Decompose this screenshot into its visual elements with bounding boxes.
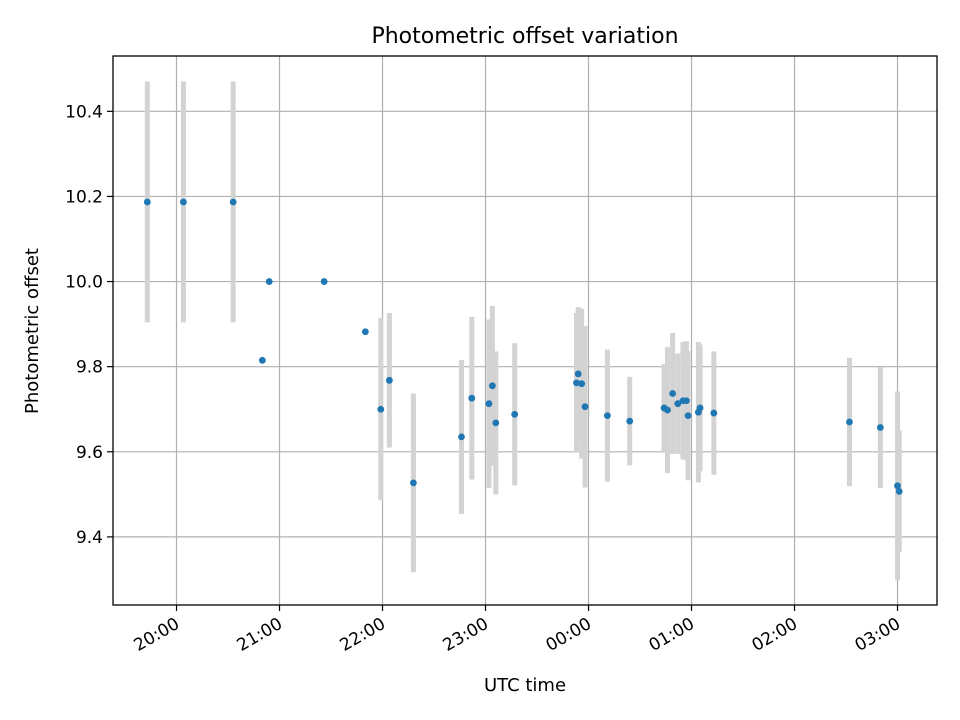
data-point [320,278,328,285]
data-point [710,409,718,417]
y-axis-ticks: 9.4 9.6 9.8 10.0 10.2 10.4 [65,102,113,548]
data-point [664,406,671,414]
data-point [511,410,519,418]
data-point [574,370,582,378]
data-point [581,403,589,411]
data-point [684,412,692,420]
y-tick-label: 9.6 [76,443,103,463]
data-point [485,400,493,408]
data-point [468,394,476,402]
data-point [674,400,682,408]
data-point [696,404,704,412]
data-point [669,390,677,397]
y-tick-label: 10.4 [65,102,103,122]
data-point [492,419,500,427]
point-layer [143,198,903,495]
data-point [895,487,903,495]
data-point [258,356,266,364]
data-point [488,382,496,390]
grid-layer [113,56,937,605]
data-point [179,198,187,206]
data-point [265,278,273,285]
y-tick-label: 9.4 [76,528,103,548]
data-point [385,376,393,384]
data-point [573,379,580,387]
data-point [846,418,853,426]
data-point [626,417,634,425]
y-tick-label: 10.2 [65,187,103,207]
data-point [876,424,884,431]
data-point [682,397,690,405]
data-point [604,412,611,420]
data-point [377,405,385,413]
chart-title: Photometric offset variation [371,24,678,49]
data-point [361,328,369,336]
data-point [229,198,237,206]
y-tick-label: 9.8 [76,358,103,378]
data-point [143,198,151,206]
y-tick-label: 10.0 [65,273,103,293]
plot-frame [112,55,938,606]
data-point [894,482,901,490]
data-point [458,433,465,441]
data-point [578,380,586,388]
data-point [410,479,417,487]
x-axis-label: UTC time [484,675,566,696]
y-axis-label: Photometric offset [22,248,43,414]
